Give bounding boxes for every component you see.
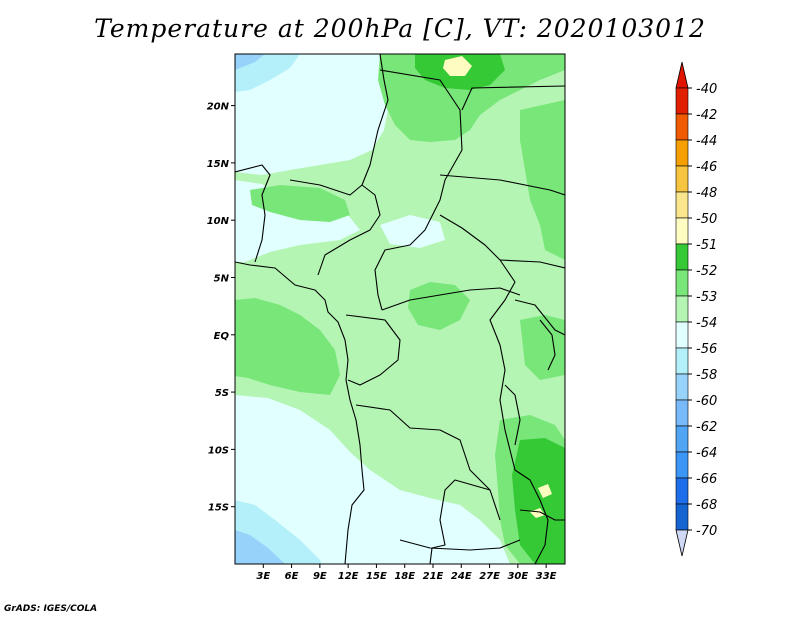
map-title: Temperature at 200hPa [C], VT: 202010301… — [94, 14, 706, 43]
colorbar-segment — [675, 451, 689, 479]
lat-tick-label: 5N — [214, 273, 230, 284]
colorbar-label: -66 — [696, 472, 717, 487]
field-yellow-se2 — [530, 508, 545, 518]
field-green-mid — [408, 282, 470, 330]
colorbar-segment — [675, 295, 689, 323]
lon-tick-label: 21E — [423, 571, 444, 582]
field-dark-se — [512, 438, 565, 564]
colorbar-label: -42 — [696, 108, 717, 123]
lat-tick-label: 10S — [208, 445, 229, 456]
lat-tick-label: EQ — [214, 331, 230, 342]
lon-tick-label: 33E — [536, 571, 557, 582]
colorbar-label: -68 — [696, 498, 717, 513]
lat-tick-label: 20N — [207, 102, 230, 113]
field-green-west — [235, 298, 340, 395]
lon-tick-label: 12E — [338, 571, 359, 582]
colorbar-segment — [675, 113, 689, 141]
colorbar-label: -60 — [696, 394, 717, 409]
lon-tick-label: 24E — [451, 571, 472, 582]
colorbar-segment — [675, 321, 689, 349]
lon-tick-label: 15E — [366, 571, 387, 582]
lon-tick-label: 27E — [479, 571, 500, 582]
lon-tick-label: 18E — [394, 571, 415, 582]
colorbar-segment — [675, 165, 689, 193]
colorbar-segment — [675, 399, 689, 427]
field-blue2-nw — [235, 54, 265, 70]
colorbar-segment — [675, 503, 689, 531]
colorbar-segment — [675, 87, 689, 115]
colorbar-segment — [675, 191, 689, 219]
colorbar-segment — [675, 425, 689, 453]
colorbar-segment — [675, 373, 689, 401]
colorbar-label: -48 — [696, 186, 717, 201]
colorbar-label: -56 — [696, 342, 717, 357]
colorbar-label: -46 — [696, 160, 717, 175]
lat-tick-label: 5S — [215, 388, 229, 399]
colorbar-label: -40 — [696, 82, 717, 97]
map-panel — [235, 54, 565, 564]
lon-axis: 3E 6E 9E 12E 15E 18E 21E 24E 27E 30E 33E — [256, 564, 557, 582]
field-yellow-north — [443, 56, 472, 76]
country-borders — [235, 54, 565, 564]
colorbar-label: -51 — [696, 238, 717, 253]
colorbar-segment — [675, 217, 689, 245]
field-yellow-se1 — [538, 484, 552, 498]
lat-tick-label: 10N — [207, 216, 230, 227]
lat-axis: 20N 15N 10N 5N EQ 5S 10S 15S — [207, 102, 235, 514]
colorbar-label: -53 — [696, 290, 717, 305]
colorbar-segment — [675, 477, 689, 505]
field-green-lake — [520, 315, 565, 380]
grads-credit: GrADS: IGES/COLA — [4, 604, 98, 614]
colorbar-segment — [675, 243, 689, 271]
colorbar-label: -44 — [696, 134, 717, 149]
colorbar-label: -64 — [696, 446, 717, 461]
field-pale-south — [235, 395, 510, 564]
colorbar-label: -62 — [696, 420, 717, 435]
lon-tick-label: 6E — [285, 571, 299, 582]
field-pale-north — [235, 54, 420, 175]
lat-tick-label: 15N — [207, 159, 230, 170]
colorbar-segment — [675, 269, 689, 297]
map-frame — [234, 53, 566, 565]
colorbar-label: -54 — [696, 316, 717, 331]
colorbar-top-arrow — [675, 61, 689, 89]
field-green-band — [250, 185, 350, 222]
lon-tick-label: 30E — [507, 571, 528, 582]
colorbar-segment — [675, 139, 689, 167]
colorbar: -40 -42 -44 -46 -48 -50 -51 -52 -53 -54 -56 -58 -60 -… — [675, 61, 717, 557]
lon-tick-label: 9E — [313, 571, 327, 582]
colorbar-label: -52 — [696, 264, 717, 279]
colorbar-label: -50 — [696, 212, 717, 227]
colorbar-label: -70 — [696, 524, 717, 539]
colorbar-label: -58 — [696, 368, 717, 383]
lon-tick-label: 3E — [256, 571, 270, 582]
lat-tick-label: 15S — [208, 503, 229, 514]
colorbar-segment — [675, 347, 689, 375]
field-blue2-sw — [235, 530, 285, 564]
field-green-east — [520, 100, 565, 260]
colorbar-bottom-arrow — [675, 529, 689, 557]
